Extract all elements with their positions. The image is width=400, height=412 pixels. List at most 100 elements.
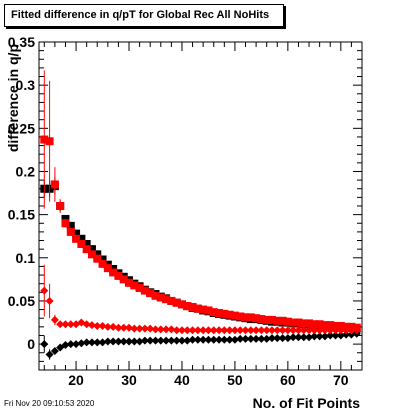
- data-point: [273, 316, 282, 325]
- data-point: [77, 239, 86, 248]
- data-point: [162, 325, 171, 334]
- data-point: [199, 326, 208, 335]
- data-point: [315, 332, 324, 341]
- data-point: [45, 137, 54, 146]
- data-point: [209, 326, 218, 335]
- data-point: [66, 320, 75, 329]
- data-point: [40, 135, 49, 144]
- y-axis-label: difference in q/p: [5, 44, 21, 152]
- series-1: [40, 70, 361, 332]
- data-point: [114, 337, 123, 346]
- data-point: [140, 286, 149, 295]
- data-point: [183, 326, 192, 335]
- data-point: [230, 335, 239, 344]
- data-point: [98, 255, 107, 264]
- data-point: [326, 326, 335, 335]
- data-point: [204, 326, 213, 335]
- data-point: [135, 284, 144, 292]
- data-point: [336, 331, 345, 340]
- data-point: [225, 326, 234, 335]
- data-point: [347, 330, 356, 339]
- data-point: [125, 323, 134, 332]
- data-point: [236, 334, 245, 343]
- data-point: [109, 322, 118, 331]
- data-point: [336, 321, 345, 330]
- data-point: [230, 311, 239, 320]
- data-point: [87, 245, 96, 254]
- data-point: [225, 335, 234, 344]
- data-point: [352, 326, 361, 335]
- data-point: [183, 302, 192, 311]
- data-point: [315, 326, 324, 335]
- x-tick-label: 50: [227, 372, 243, 388]
- data-point: [135, 324, 144, 333]
- data-point: [267, 315, 276, 324]
- data-point: [278, 326, 287, 335]
- data-point: [82, 320, 91, 329]
- data-point: [93, 321, 102, 330]
- data-point: [103, 322, 112, 331]
- data-point: [342, 330, 351, 339]
- chart-title: Fitted difference in q/pT for Global Rec…: [4, 4, 284, 27]
- data-markers: [40, 70, 361, 360]
- data-point: [66, 340, 75, 349]
- data-point: [315, 320, 324, 329]
- y-tick-label: 0.05: [8, 293, 35, 309]
- y-tick-label: 0.15: [8, 207, 35, 223]
- data-point: [220, 326, 229, 335]
- data-point: [267, 326, 276, 335]
- data-point: [204, 306, 213, 315]
- data-point: [257, 334, 266, 343]
- data-point: [167, 336, 176, 345]
- data-point: [109, 337, 118, 346]
- data-point: [40, 286, 49, 295]
- data-point: [61, 219, 70, 228]
- data-point: [310, 332, 319, 341]
- data-point: [252, 314, 261, 323]
- data-point: [310, 326, 319, 335]
- data-point: [257, 315, 266, 324]
- data-point: [305, 333, 314, 342]
- data-point: [193, 335, 202, 344]
- data-point: [119, 337, 128, 346]
- data-point: [199, 305, 208, 314]
- data-point: [66, 227, 75, 236]
- x-tick-label: 40: [174, 372, 190, 388]
- data-point: [93, 338, 102, 347]
- data-point: [193, 326, 202, 335]
- data-point: [188, 326, 197, 335]
- data-point: [98, 259, 107, 268]
- data-point: [331, 326, 340, 335]
- data-point: [167, 296, 176, 305]
- data-point: [82, 239, 91, 248]
- data-point: [305, 326, 314, 335]
- data-point: [172, 336, 181, 345]
- data-point: [172, 326, 181, 335]
- data-point: [93, 250, 102, 259]
- data-point: [167, 325, 176, 334]
- data-point: [135, 337, 144, 346]
- data-point: [125, 337, 134, 346]
- data-point: [236, 326, 245, 335]
- data-point: [188, 302, 197, 311]
- data-point: [183, 336, 192, 345]
- x-tick-label: 60: [280, 372, 296, 388]
- data-point: [294, 318, 303, 327]
- data-point: [72, 234, 81, 243]
- data-point: [215, 309, 224, 318]
- data-point: [146, 324, 155, 333]
- data-point: [87, 321, 96, 330]
- data-point: [177, 336, 186, 345]
- x-tick-labels: 20 30 40 50 60 70: [68, 372, 349, 388]
- data-point: [246, 313, 255, 322]
- y-tick-label: 0.3: [16, 77, 36, 93]
- data-point: [289, 333, 298, 342]
- data-point: [241, 334, 250, 343]
- data-point: [77, 234, 86, 243]
- data-point: [130, 324, 139, 333]
- data-point: [294, 333, 303, 342]
- data-point: [109, 268, 118, 277]
- data-point: [40, 340, 49, 349]
- data-point: [119, 275, 128, 284]
- series-2: [40, 329, 361, 360]
